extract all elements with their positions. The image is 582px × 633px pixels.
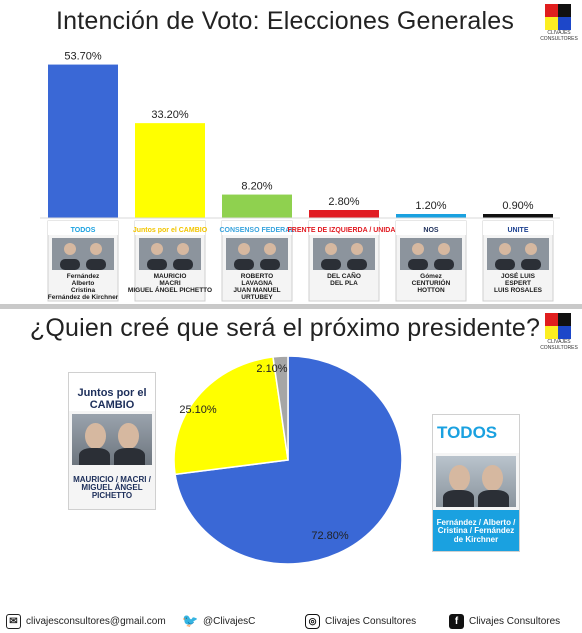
pie-value-label: 25.10% xyxy=(179,404,217,416)
ballot-2: Juntos por el CAMBIO MAURICIO MACRI MIGUEL … xyxy=(128,220,212,302)
bar-chart: 53.70% TODOS Fernández Alberto Cristina Ferná… xyxy=(40,51,560,302)
logo-caption: CLIVAJES CONSULTORES xyxy=(540,30,578,42)
ballot-brand: NOS xyxy=(423,227,439,234)
poster-juntos-por-el-cambio: Juntos por el CAMBIO MAURICIO / MACRI / … xyxy=(68,372,156,510)
clivajes-logo: CLIVAJES CONSULTORES xyxy=(540,4,578,42)
footer-email-text: clivajesconsultores@gmail.com xyxy=(26,615,166,627)
pie-chart-title: ¿Quien creé que será el próximo presiden… xyxy=(29,314,541,342)
footer-facebook-text: Clivajes Consultores xyxy=(469,615,561,627)
pie-slice-2 xyxy=(173,356,289,476)
ballot-names: Gómez CENTURIÓN HOTTON xyxy=(412,273,451,294)
logo-square-black xyxy=(558,313,571,326)
poster-brand: Juntos por el CAMBIO xyxy=(77,387,147,411)
clivajes-logo-bottom: CLIVAJES CONSULTORES xyxy=(540,313,578,351)
pie-value-label: 72.80% xyxy=(311,530,349,542)
ballot-brand: FRENTE DE IZQUIERDA / UNIDAD xyxy=(288,227,401,234)
ballot-3: CONSENSO FEDERAL ROBERTO LAVAGNA JUAN MANUE… xyxy=(219,220,295,302)
bar-value-label: 8.20% xyxy=(241,181,272,193)
bar-3 xyxy=(222,194,292,218)
logo-square-yellow xyxy=(545,326,558,339)
logo-square-blue xyxy=(558,326,571,339)
ballot-6: UNITE JOSÉ LUIS ESPERT LUIS ROSALES xyxy=(482,220,554,302)
logo-caption: CLIVAJES CONSULTORES xyxy=(540,339,578,351)
poster-photo xyxy=(436,455,516,508)
bar-value-label: 2.80% xyxy=(328,196,359,208)
footer-instagram[interactable]: ◎ Clivajes Consultores xyxy=(305,613,416,629)
poster-names: Fernández / Alberto / Cristina / Fernánd… xyxy=(436,518,516,544)
section-divider xyxy=(0,304,582,309)
twitter-icon: 🐦 xyxy=(182,613,199,628)
ballot-5: NOS Gómez CENTURIÓN HOTTON xyxy=(395,220,467,302)
bar-2 xyxy=(135,123,205,218)
poster-brand: TODOS xyxy=(437,423,498,442)
ballot-names: JOSÉ LUIS ESPERT LUIS ROSALES xyxy=(494,271,543,294)
bar-chart-title: Intención de Voto: Elecciones Generales xyxy=(55,7,515,35)
ballot-names: DEL CAÑO DEL PLA xyxy=(327,271,361,287)
ballot-names: MAURICIO MACRI MIGUEL ÁNGEL PICHETTO xyxy=(128,273,212,294)
ballot-4: FRENTE DE IZQUIERDA / UNIDAD DEL CAÑO DEL … xyxy=(288,220,401,302)
pie-value-label: 2.10% xyxy=(256,363,287,375)
footer-twitter[interactable]: 🐦 @ClivajesC xyxy=(182,613,256,629)
ballot-brand: TODOS xyxy=(71,227,96,234)
ballot-brand: Juntos por el CAMBIO xyxy=(133,227,208,234)
bar-value-label: 33.20% xyxy=(151,109,189,121)
pie-chart: 72.80% 25.10% 2.10% xyxy=(173,355,403,565)
bar-value-label: 1.20% xyxy=(415,200,446,212)
email-icon: ✉ xyxy=(6,613,21,629)
ballot-names: Fernández Alberto Cristina Fernández de Kir… xyxy=(48,273,119,301)
footer-email[interactable]: ✉ clivajesconsultores@gmail.com xyxy=(6,613,166,629)
poster-photo xyxy=(72,413,152,466)
poster-frente-de-todos: TODOS Fernández / Alberto / Cristina / F… xyxy=(432,414,520,552)
ballot-1: TODOS Fernández Alberto Cristina Fernández d… xyxy=(47,220,119,302)
logo-square-red xyxy=(545,313,558,326)
bar-4 xyxy=(309,210,379,218)
footer: ✉ clivajesconsultores@gmail.com 🐦 @Cliva… xyxy=(0,604,582,633)
vote-intention-panel: Intención de Voto: Elecciones Generales … xyxy=(0,0,582,305)
logo-square-red xyxy=(545,4,558,17)
poster-names: MAURICIO / MACRI / MIGUEL ÁNGEL PICHETTO xyxy=(73,474,151,501)
bar-1 xyxy=(48,64,118,218)
logo-square-black xyxy=(558,4,571,17)
footer-twitter-text: @ClivajesC xyxy=(203,615,256,627)
bar-value-label: 53.70% xyxy=(64,51,102,63)
pie-slice-3 xyxy=(272,355,289,461)
footer-instagram-text: Clivajes Consultores xyxy=(325,615,417,627)
bar-6 xyxy=(483,214,553,218)
instagram-icon: ◎ xyxy=(305,613,320,629)
facebook-icon: f xyxy=(449,613,464,629)
next-president-panel: ¿Quien creé que será el próximo presiden… xyxy=(29,313,578,565)
footer-facebook[interactable]: f Clivajes Consultores xyxy=(449,613,560,629)
bar-value-label: 0.90% xyxy=(502,200,533,212)
logo-square-blue xyxy=(558,17,571,30)
ballot-brand: UNITE xyxy=(508,227,529,234)
logo-square-yellow xyxy=(545,17,558,30)
ballot-brand: CONSENSO FEDERAL xyxy=(219,227,295,234)
ballot-names: ROBERTO LAVAGNA JUAN MANUEL URTUBEY xyxy=(233,273,280,301)
bar-5 xyxy=(396,214,466,218)
